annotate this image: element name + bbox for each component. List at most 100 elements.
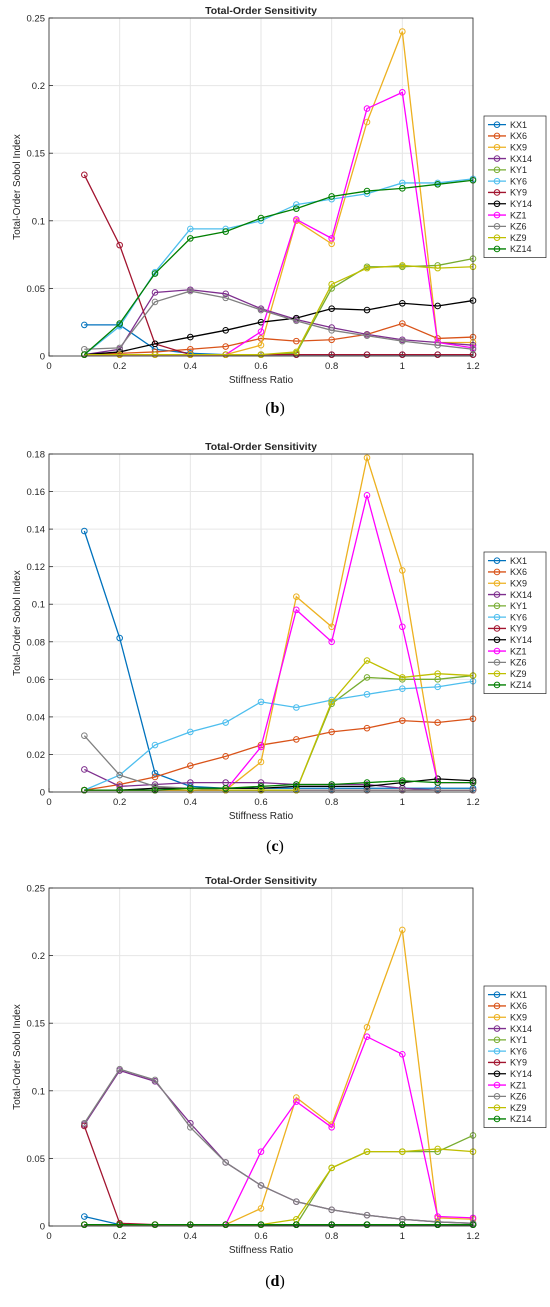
point-kz6 [399, 337, 406, 345]
point-kx9 [363, 118, 371, 126]
series-line-kz6 [84, 290, 474, 350]
point-kx14 [81, 766, 88, 773]
legend-box [483, 551, 547, 694]
point-kz14 [187, 1221, 194, 1228]
point-kz9 [257, 351, 265, 358]
point-kz1 [257, 743, 265, 751]
y-axis-label: Total-Order Sobol Index [12, 570, 23, 676]
series-line-kz14 [83, 179, 474, 356]
point-ky6 [187, 728, 194, 736]
point-kx9 [293, 1094, 300, 1101]
legend-marker-kz6 [493, 659, 501, 666]
x-tick-label: 0.2 [113, 797, 126, 808]
legend-label-kx9: KX9 [510, 1012, 527, 1022]
y-tick-label: 0 [40, 1222, 45, 1233]
point-kz6 [116, 1065, 123, 1073]
point-kz14 [81, 351, 88, 358]
point-kx9 [399, 28, 406, 35]
x-tick-label: 0.4 [184, 361, 197, 372]
legend-label-ky14: KY14 [510, 635, 532, 645]
legend-marker-kx1 [493, 991, 501, 998]
series-line-ky14 [84, 299, 474, 356]
point-kx9 [399, 567, 406, 574]
point-kz1 [293, 1098, 300, 1105]
legend-marker-ky14 [493, 1070, 501, 1078]
point-kz14 [399, 185, 406, 192]
point-kz9 [399, 674, 406, 681]
y-tick-label: 0.1 [32, 1086, 45, 1097]
x-tick-label: 1 [400, 797, 405, 808]
y-tick-label: 0 [40, 788, 45, 799]
point-kz14 [151, 270, 159, 277]
x-tick-label: 0.4 [184, 797, 197, 808]
point-kz14 [151, 786, 159, 794]
legend-label-ky9: KY9 [510, 1058, 527, 1068]
point-kz14 [116, 320, 123, 327]
legend-marker-ky14 [493, 636, 501, 644]
point-kz14 [293, 205, 300, 212]
point-kx6 [293, 337, 300, 345]
legend-marker-ky6 [493, 177, 501, 185]
point-kz9 [434, 1145, 441, 1153]
point-kx9 [257, 758, 265, 766]
point-ky14 [328, 305, 335, 312]
legend-label-kz1: KZ1 [510, 646, 527, 656]
caption-d: (d) [0, 1273, 550, 1291]
chart-b-svg: 0 0.2 0.4 0.6 0.8 1 1.2 0 0.05 0.1 0.15 0.2 0.25 Tota… [12, 5, 547, 386]
legend-marker-ky9 [493, 625, 501, 632]
chart-c-svg: 0 0.2 0.4 0.6 0.8 1 1.2 0 0.02 0.04 0.06 0.08 0.1 0.1… [12, 441, 547, 822]
point-ky6 [222, 719, 229, 726]
y-tick-label: 0 [40, 352, 45, 363]
point-kz14 [434, 779, 441, 786]
legend-marker-kz14 [493, 245, 501, 253]
point-kz9 [363, 1148, 371, 1155]
point-kz6 [151, 298, 159, 306]
point-kz9 [293, 348, 300, 356]
point-kx9 [363, 1023, 371, 1031]
point-ky14 [328, 783, 335, 790]
point-kx6 [187, 762, 194, 770]
legend-label-kx14: KX14 [510, 590, 532, 600]
point-kx9 [363, 454, 371, 462]
point-kz14 [293, 781, 300, 788]
point-kz1 [328, 1124, 335, 1131]
point-kx1 [293, 784, 300, 792]
chart-panel-d: 0 0.2 0.4 0.6 0.8 1 1.2 0 0.05 0.1 0.15 0.2 0.25 Tota… [0, 870, 550, 1264]
point-kz1 [257, 328, 265, 335]
point-kz9 [363, 264, 371, 272]
point-kx6 [434, 719, 441, 726]
point-kx14 [116, 783, 123, 790]
caption-b-open: ( [265, 400, 271, 417]
point-kz14 [434, 1221, 441, 1228]
legend-marker-kz14 [493, 1115, 501, 1123]
x-tick-label: 1.2 [466, 1231, 479, 1242]
point-kz14 [363, 779, 371, 786]
point-kz14 [293, 1221, 300, 1228]
caption-c-close: ) [278, 838, 284, 855]
legend-marker-kx9 [493, 1013, 501, 1021]
point-kz14 [363, 1221, 371, 1228]
chart-title: Total-Order Sensitivity [205, 875, 317, 887]
point-kz9 [328, 1164, 335, 1172]
series-group [81, 926, 477, 1228]
x-tick-label: 0.8 [325, 361, 338, 372]
point-ky6 [151, 741, 159, 749]
y-tick-label: 0.14 [27, 525, 46, 536]
point-kz1 [399, 89, 406, 96]
point-kz6 [81, 1119, 88, 1127]
series-line-ky9 [83, 174, 473, 356]
x-tick-label: 1 [400, 361, 405, 372]
point-kz14 [328, 781, 335, 788]
legend-label-ky14: KY14 [510, 1069, 532, 1079]
point-ky1 [363, 674, 371, 681]
legend-label-kz9: KZ9 [510, 233, 527, 243]
legend-label-kz6: KZ6 [510, 658, 527, 668]
point-kx14 [222, 290, 229, 298]
point-kz6 [257, 306, 265, 314]
y-tick-label: 0.2 [32, 81, 45, 92]
point-kx9 [257, 1205, 265, 1212]
y-tick-label: 0.16 [27, 487, 46, 498]
point-kz1 [363, 1033, 371, 1041]
x-tick-label: 1.2 [466, 797, 479, 808]
point-kx1 [151, 769, 159, 777]
